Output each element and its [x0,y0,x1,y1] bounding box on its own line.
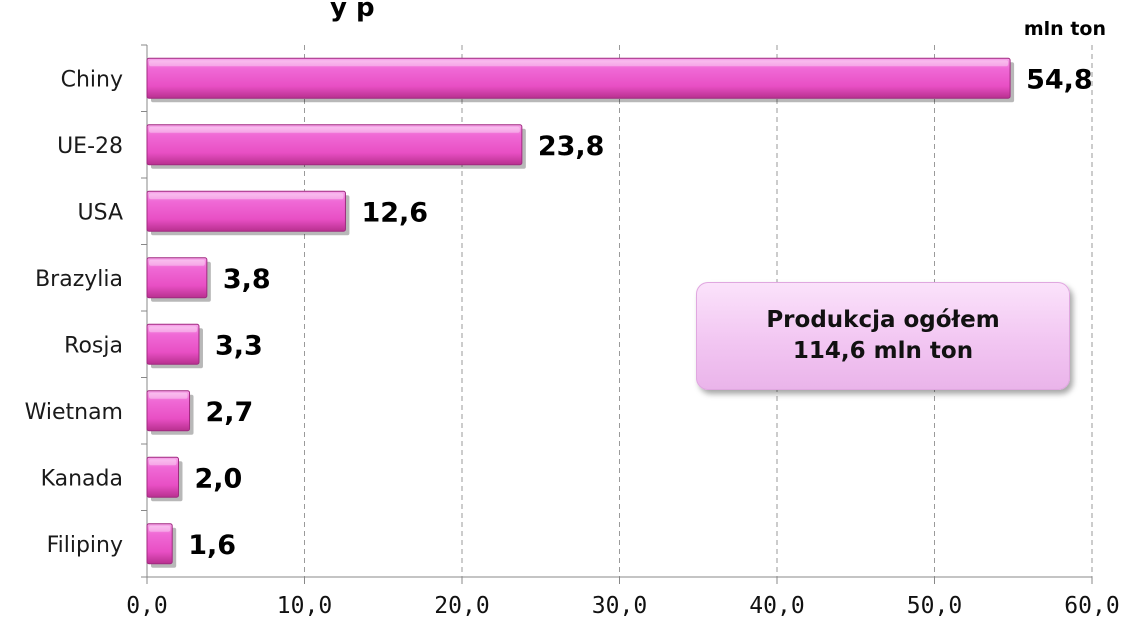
bar-highlight [149,326,197,333]
category-labels: Chiny UE-28 USA Brazylia Rosja Wietnam Kanada F… [25,67,123,558]
bar-highlight [149,259,205,266]
x-tick-labels: 0,0 10,0 20,0 30,0 40,0 50,0 60,0 [126,593,1119,619]
bar-highlight [149,459,177,466]
value-label: 12,6 [361,197,428,228]
category-label: UE-28 [57,134,123,159]
category-label: Kanada [41,466,123,491]
total-production-box: Produkcja ogółem 114,6 mln ton [696,282,1070,390]
value-label: 3,8 [223,264,271,295]
value-label: 2,7 [206,397,254,428]
bar [146,57,1011,99]
value-label: 1,6 [188,530,236,561]
x-tick-label: 20,0 [434,593,489,619]
bar-usa [146,190,350,236]
bar [146,390,191,432]
bar [146,257,208,299]
bar-filipiny [146,523,177,568]
bar [146,190,346,232]
bar-highlight [149,126,520,133]
bar [146,456,179,498]
category-label: Wietnam [25,400,123,425]
value-label: 3,3 [215,330,263,361]
chart-title: y p [330,0,375,23]
category-label: Filipiny [47,533,123,558]
category-label: Brazylia [35,267,123,292]
total-line-2: 114,6 mln ton [792,338,974,364]
x-tick-label: 50,0 [907,593,962,619]
bar-chiny [146,57,1015,103]
bar-brazylia [146,257,211,302]
bar-highlight [149,525,171,532]
value-label: 23,8 [538,131,605,162]
unit-label: mln ton [1024,18,1106,40]
x-tick-label: 40,0 [749,593,804,619]
bar [146,124,523,166]
x-tick-label: 60,0 [1064,593,1119,619]
bar-highlight [149,193,344,200]
bar [146,323,200,365]
category-label: USA [77,200,123,225]
bar [146,523,173,565]
bar-highlight [149,60,1009,67]
bar-wietnam [146,390,194,435]
category-label: Chiny [61,67,123,92]
value-label: 54,8 [1026,64,1093,95]
value-label: 2,0 [195,463,243,494]
bar-kanada [146,456,183,502]
x-tick-label: 10,0 [277,593,332,619]
category-label: Rosja [64,333,123,358]
bars [146,57,1015,568]
bar-ue-28 [146,124,526,169]
total-line-1: Produkcja ogółem [766,307,1000,333]
value-labels: 54,8 23,8 12,6 3,8 3,3 2,7 2,0 1,6 [188,64,1093,561]
x-tick-label: 30,0 [592,593,647,619]
bar-rosja [146,323,203,369]
bar-highlight [149,392,188,399]
x-tick-label: 0,0 [126,593,168,619]
